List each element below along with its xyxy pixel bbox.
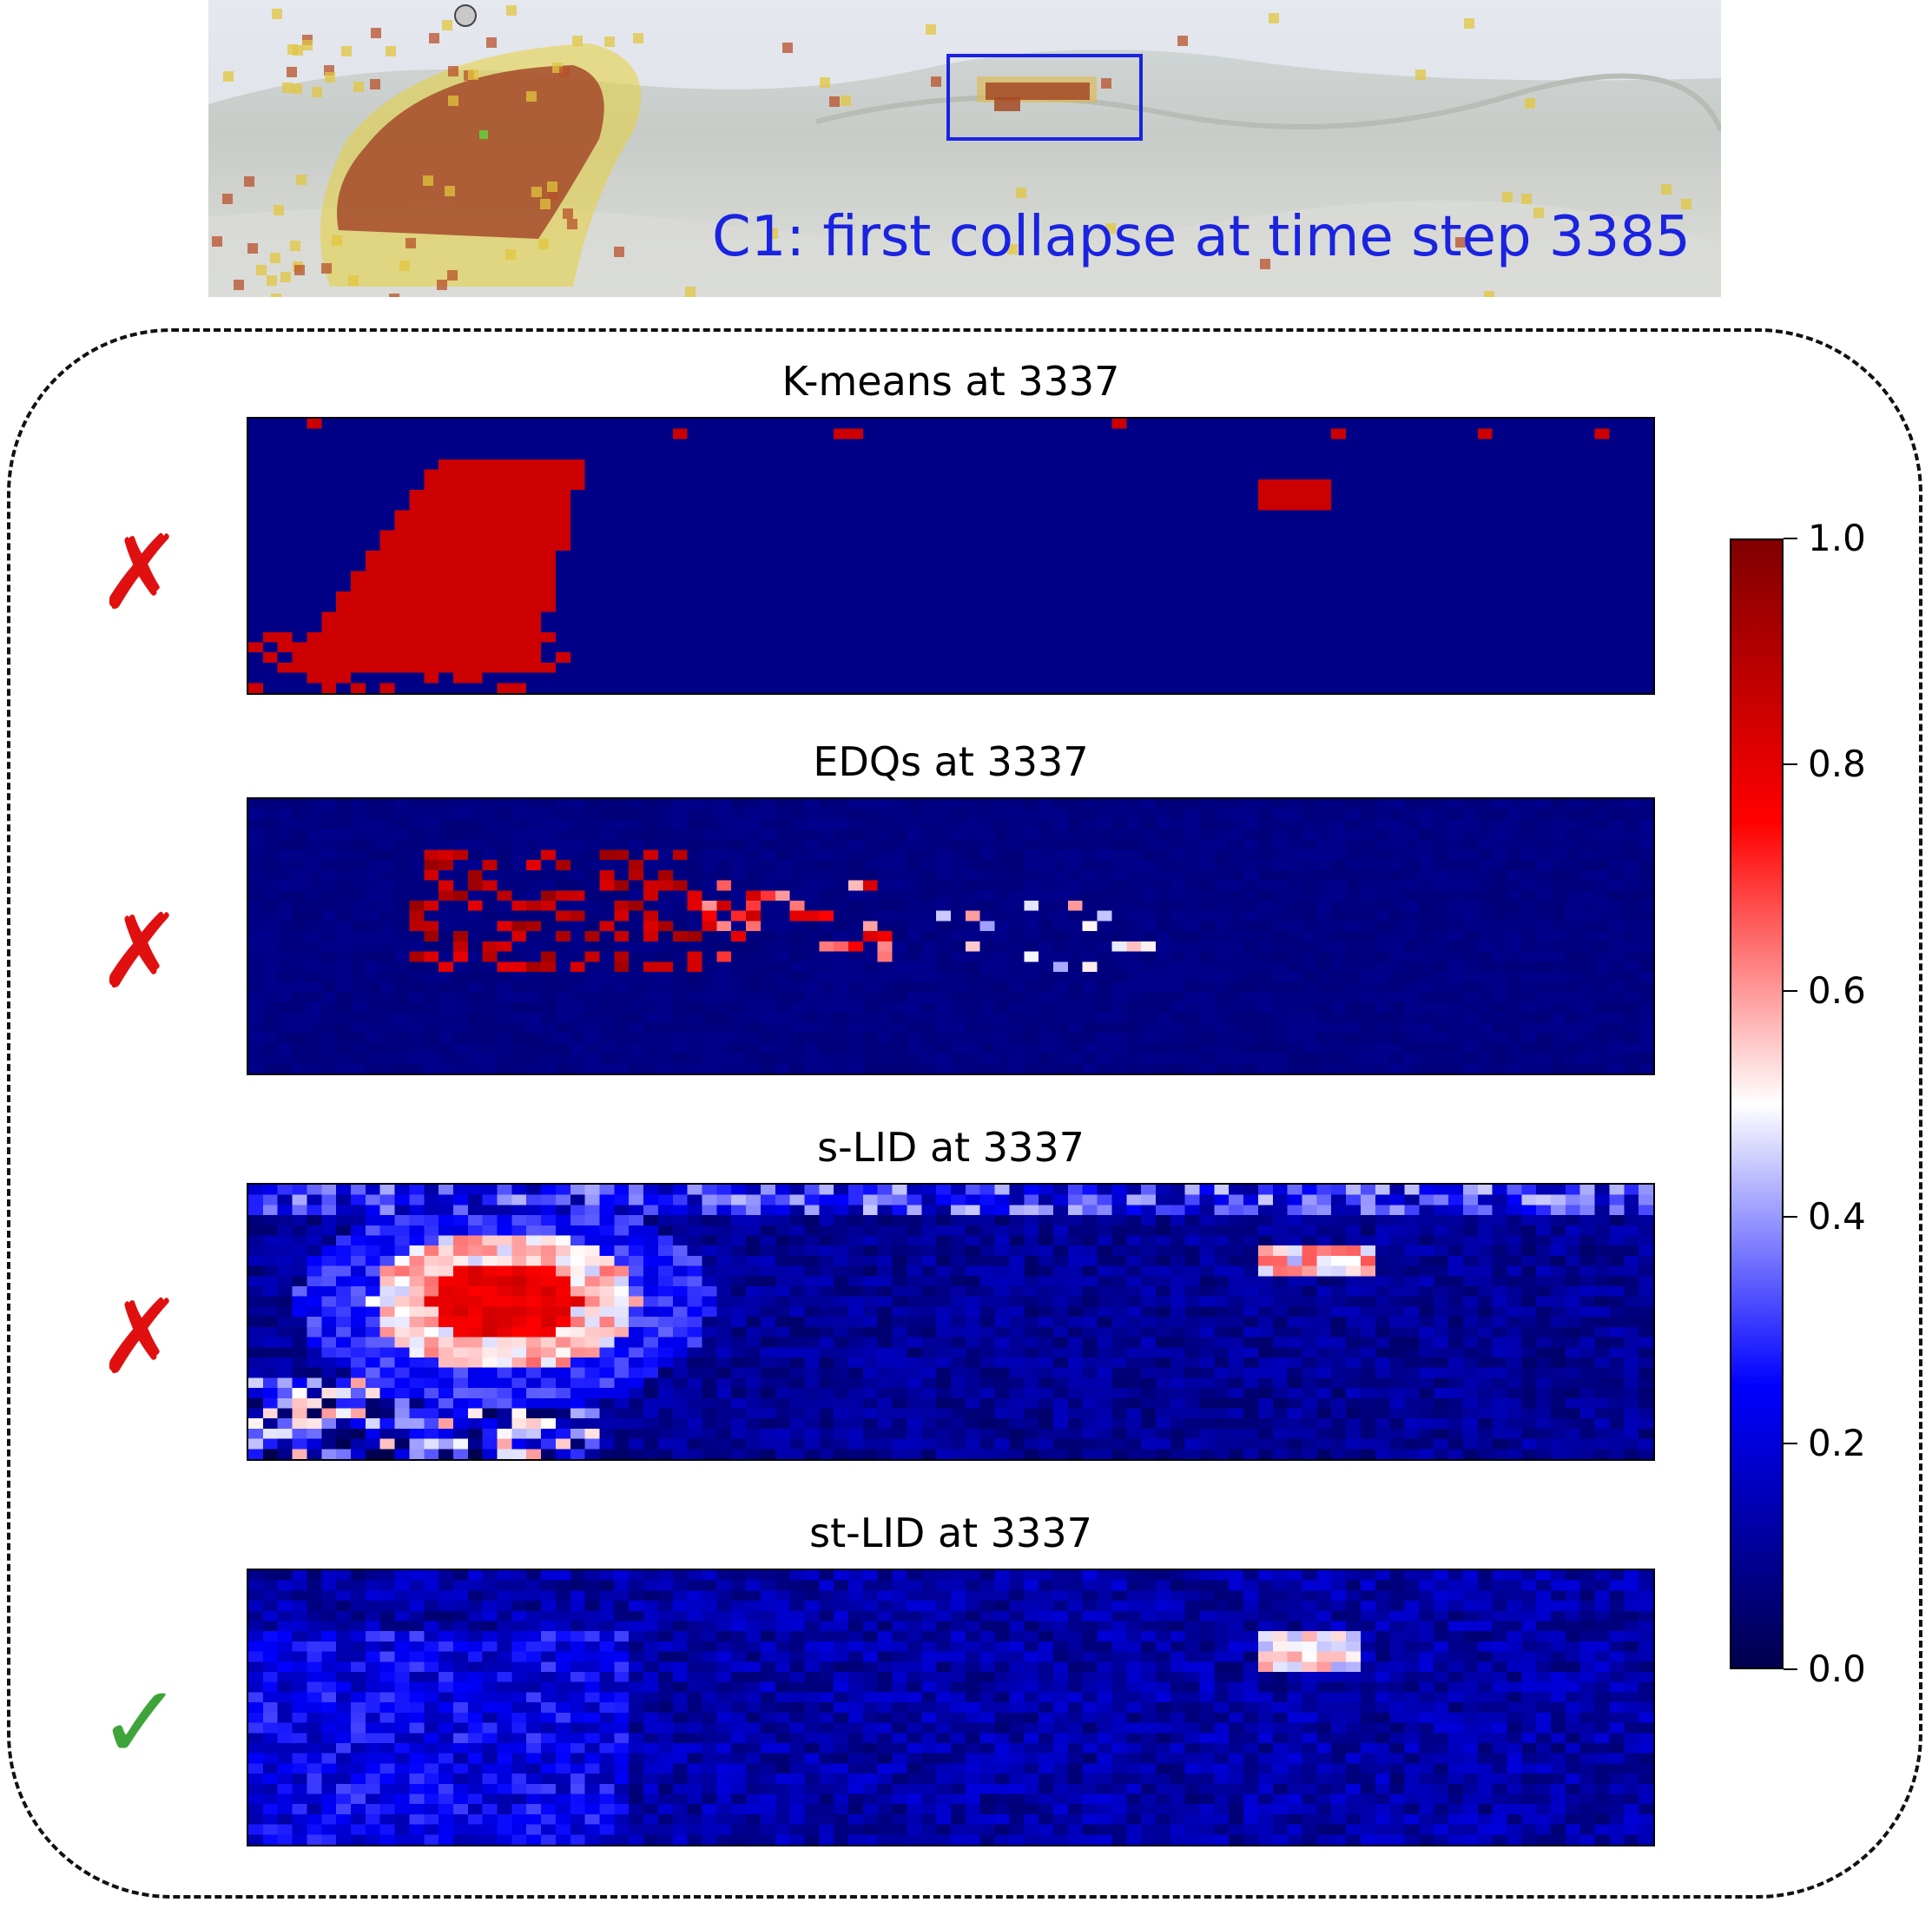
colorbar-tick (1784, 1216, 1797, 1219)
stlid-title: st-LID at 3337 (809, 1509, 1092, 1556)
colorbar-tick-label: 1.0 (1808, 517, 1866, 559)
edqs-title: EDQs at 3337 (813, 738, 1089, 785)
collapse-photo: C1: first collapse at time step 3385 (208, 0, 1721, 297)
photo-caption: C1: first collapse at time step 3385 (712, 205, 1691, 269)
kmeans-verdict-cross-icon: ✗ (97, 512, 183, 632)
colorbar-tick (1784, 1668, 1797, 1670)
slid-heatmap (247, 1183, 1655, 1461)
kmeans-title: K-means at 3337 (781, 358, 1120, 405)
edqs-heatmap (247, 797, 1655, 1075)
kmeans-heatmap (247, 417, 1655, 695)
edqs-verdict-cross-icon: ✗ (97, 891, 183, 1011)
slid-title: s-LID at 3337 (817, 1124, 1085, 1171)
stlid-heatmap (247, 1569, 1655, 1846)
comparison-frame (7, 328, 1922, 1899)
colorbar (1730, 538, 1784, 1669)
colorbar-tick (1784, 763, 1797, 766)
slid-verdict-cross-icon: ✗ (97, 1277, 183, 1397)
colorbar-tick (1784, 1442, 1797, 1444)
photo-overlay (208, 0, 1721, 297)
colorbar-tick (1784, 989, 1797, 992)
colorbar-tick (1784, 538, 1797, 539)
colorbar-tick-label: 0.2 (1808, 1421, 1866, 1464)
colorbar-tick-label: 0.4 (1808, 1195, 1866, 1239)
colorbar-tick-label: 0.8 (1808, 743, 1866, 786)
collapse-highlight-box (946, 54, 1143, 141)
colorbar-tick-label: 0.0 (1808, 1648, 1866, 1690)
colorbar-tick-label: 0.6 (1808, 968, 1866, 1012)
stlid-verdict-check-icon: ✓ (97, 1662, 183, 1782)
